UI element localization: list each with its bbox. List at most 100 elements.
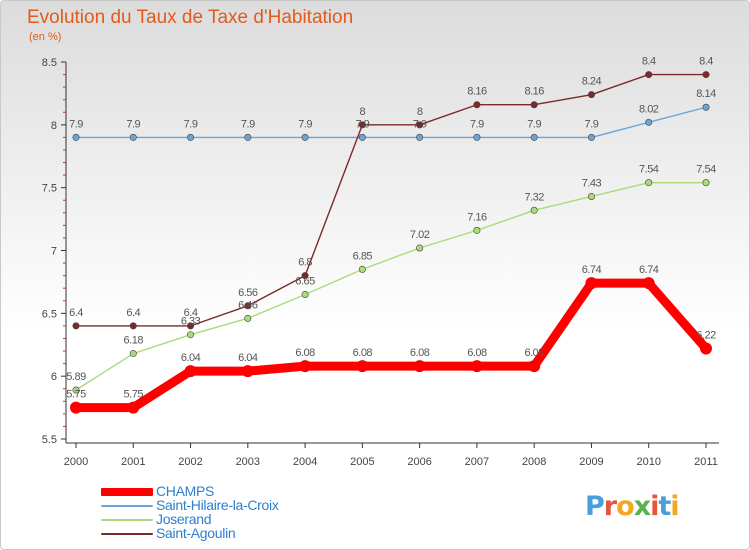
data-point [413,360,426,373]
x-tick-label: 2003 [236,456,260,468]
legend-swatch [101,519,153,521]
logo-letter: P [585,491,605,522]
logo-letter: o [616,491,635,522]
data-point [645,118,653,126]
data-point [587,192,595,200]
data-label: 7.54 [696,164,716,176]
data-label: 6.08 [524,347,544,359]
data-label: 8.4 [699,56,713,68]
data-point [645,71,653,79]
data-label: 5.75 [66,389,86,401]
proxiti-logo: Proxiti [585,491,680,522]
logo-letter: t [658,491,671,522]
data-label: 6.56 [238,287,258,299]
data-label: 6.85 [353,250,373,262]
y-tick-label: 7 [51,246,57,258]
data-label: 6.65 [295,275,315,287]
x-tick-label: 2000 [64,456,88,468]
data-label: 7.9 [184,118,198,130]
series-line-2 [75,181,706,391]
data-point [301,290,309,298]
data-label: 8.14 [696,88,716,100]
data-label: 7.9 [298,118,312,130]
y-tick-label: 8 [51,120,57,132]
legend-swatch [101,533,153,535]
x-tick-label: 2005 [350,456,374,468]
data-label: 6.46 [238,299,258,311]
data-label: 7.9 [241,118,255,130]
data-label: 6.74 [582,264,602,276]
x-tick-label: 2007 [465,456,489,468]
data-point [129,350,137,358]
data-label: 7.02 [410,229,430,241]
data-label: 8.24 [582,76,602,88]
data-point [416,121,424,129]
legend-label: CHAMPS [156,483,215,499]
data-point [358,121,366,129]
legend-swatch [101,488,153,496]
series-line-1 [76,106,707,139]
data-label: 7.54 [639,164,659,176]
y-tick-label: 7.5 [42,183,57,195]
data-label: 6.33 [181,316,201,328]
y-tick-label: 5.5 [42,434,57,446]
data-label: 6.18 [124,335,144,347]
data-label: 7.16 [467,211,487,223]
legend-label: Joserand [156,511,212,527]
data-label: 7.9 [470,118,484,130]
data-label: 8 [360,106,366,118]
data-point [416,133,424,141]
data-label: 7.9 [527,118,541,130]
data-point [587,133,595,141]
data-point [642,277,655,290]
y-tick-label: 6.5 [42,308,57,320]
data-point [700,342,712,355]
data-point [530,133,538,141]
data-label: 6.04 [238,352,258,364]
data-point [585,277,598,290]
chart-subtitle: (en %) [29,31,62,43]
data-point [127,401,140,414]
data-point [528,360,541,373]
data-point [702,103,710,111]
data-label: 8.02 [639,103,659,115]
data-point [702,71,710,79]
data-point [416,244,424,252]
data-label: 6.08 [295,347,315,359]
data-label: 6.8 [298,257,312,269]
data-label: 6.74 [639,264,659,276]
data-label: 7.9 [355,118,369,130]
data-point [244,133,252,141]
x-tick-label: 2001 [121,456,145,468]
logo-letter: i [650,491,659,522]
data-point [702,179,710,187]
data-point [358,133,366,141]
data-point [473,226,481,234]
data-point [184,365,197,378]
data-point [70,401,82,414]
data-label: 7.9 [585,118,599,130]
data-label: 8.16 [524,86,544,98]
data-label: 7.9 [413,118,427,130]
data-label: 6.08 [410,347,430,359]
data-point [530,206,538,214]
data-point [301,133,309,141]
data-point [72,322,80,330]
data-label: 6.4 [69,307,83,319]
data-label: 7.9 [69,118,83,130]
logo-letter: x [633,491,651,522]
data-point [129,133,137,141]
x-tick-label: 2004 [293,456,317,468]
x-tick-label: 2009 [579,456,603,468]
data-label: 6.08 [467,347,487,359]
logo-letter: i [670,491,679,522]
data-point [473,101,481,109]
series-line-0 [76,278,710,413]
data-point [301,272,309,280]
data-point [244,302,252,310]
data-label: 5.75 [124,389,144,401]
x-tick-label: 2002 [178,456,202,468]
data-point [241,365,254,378]
